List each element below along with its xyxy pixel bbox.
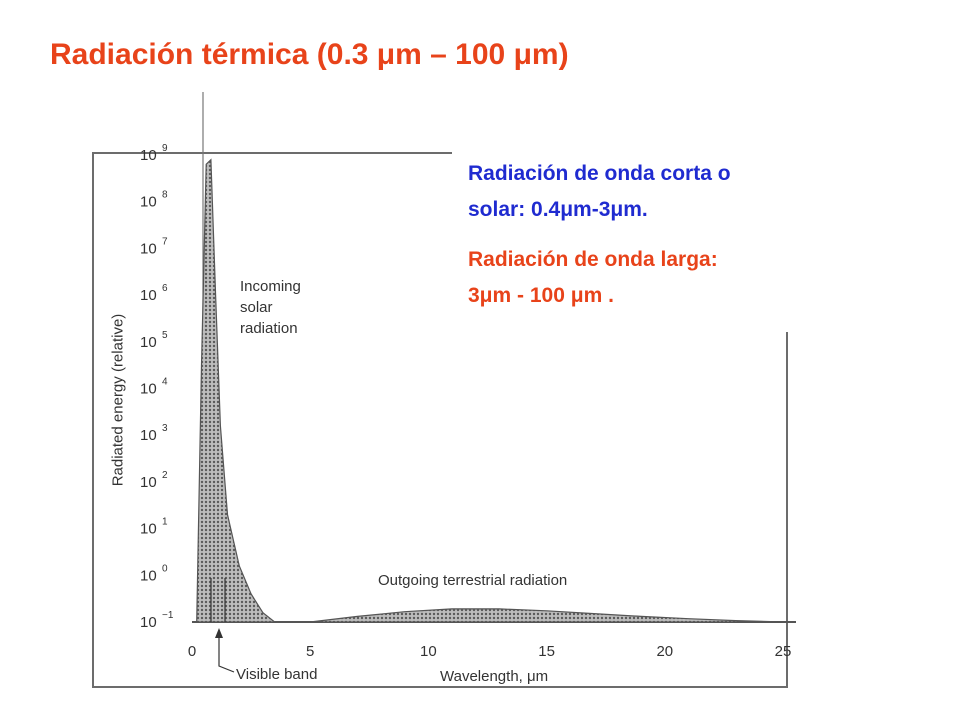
y-tick-exponent: −1 <box>162 610 174 621</box>
incoming-annotation-line: radiation <box>240 320 298 337</box>
longwave-line-1: Radiación de onda larga: <box>468 248 718 271</box>
y-tick-label: 10 <box>140 334 157 351</box>
incoming-solar-area <box>196 158 277 623</box>
series-layer <box>196 158 784 673</box>
y-tick-exponent: 5 <box>162 330 168 341</box>
y-tick-label: 10 <box>140 521 157 538</box>
x-tick-label: 10 <box>420 643 437 660</box>
y-tick-exponent: 3 <box>162 423 168 434</box>
shortwave-line-2: solar: 0.4μm-3μm. <box>468 198 648 221</box>
visible-band-arrow <box>218 636 235 673</box>
y-tick-label: 10 <box>140 474 157 491</box>
incoming-annotation: Incoming solar radiation <box>240 276 301 339</box>
y-tick-exponent: 8 <box>162 190 168 201</box>
ticks-layer: 10 9 10 8 10 7 10 6 10 5 10 4 10 3 10 2 10 1 10 0 10 −1 0 5 10 15… <box>140 143 791 660</box>
y-tick-label: 10 <box>140 240 157 257</box>
y-tick-exponent: 2 <box>162 470 168 481</box>
x-axis-label: Wavelength, μm <box>440 668 549 685</box>
y-tick-label: 10 <box>140 427 157 444</box>
y-tick-label: 10 <box>140 614 157 631</box>
y-tick-label: 10 <box>140 287 157 304</box>
y-tick-exponent: 6 <box>162 283 168 294</box>
y-tick-exponent: 0 <box>162 563 168 574</box>
visible-band-annotation: Visible band <box>236 666 318 683</box>
chart-frame-top <box>92 152 452 154</box>
y-tick-label: 10 <box>140 147 157 164</box>
y-tick-label: 10 <box>140 194 157 211</box>
slide-title: Radiación térmica (0.3 μm – 100 μm) <box>50 38 569 71</box>
incoming-annotation-line: Incoming <box>240 278 301 295</box>
y-tick-exponent: 7 <box>162 236 168 247</box>
longwave-line-2: 3μm - 100 μm . <box>468 284 614 307</box>
x-tick-label: 15 <box>538 643 555 660</box>
outgoing-terrestrial-area <box>310 608 784 623</box>
visible-band-arrow-head <box>215 628 223 638</box>
x-tick-label: 25 <box>775 643 792 660</box>
y-tick-exponent: 1 <box>162 517 168 528</box>
incoming-annotation-line: solar <box>240 299 273 316</box>
outgoing-annotation: Outgoing terrestrial radiation <box>378 572 568 589</box>
x-tick-label: 20 <box>656 643 673 660</box>
y-tick-exponent: 9 <box>162 143 168 154</box>
chart-frame <box>92 152 788 688</box>
shortwave-line-1: Radiación de onda corta o <box>468 162 731 185</box>
x-tick-label: 0 <box>188 643 196 660</box>
y-tick-label: 10 <box>140 567 157 584</box>
y-axis-label: Radiated energy (relative) <box>109 313 127 487</box>
x-tick-label: 5 <box>306 643 314 660</box>
info-box: Radiación de onda corta o solar: 0.4μm-3… <box>455 152 875 332</box>
y-tick-exponent: 4 <box>162 377 168 388</box>
y-tick-label: 10 <box>140 381 157 398</box>
